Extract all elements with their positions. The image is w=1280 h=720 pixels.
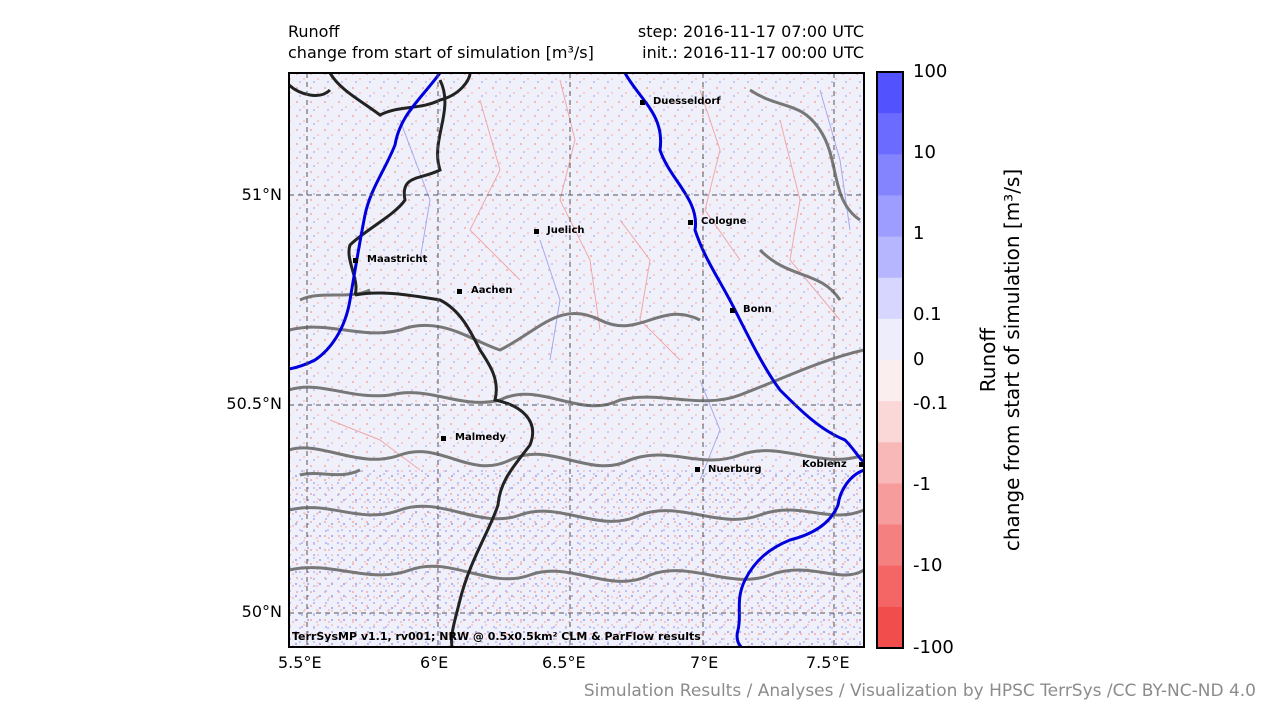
city-markers: [353, 100, 864, 472]
colorbar-block: [877, 195, 903, 238]
colorbar-frame: [876, 71, 904, 649]
colorbar-tick-0-1: 0.1: [913, 304, 942, 325]
colorbar-block: [877, 606, 903, 649]
colorbar-block: [877, 524, 903, 567]
lat-tick-51: 51°N: [241, 185, 282, 204]
city-marker-cologne: [688, 220, 693, 225]
map-frame: [288, 72, 865, 648]
colorbar-tick-neg-0-1: -0.1: [913, 393, 949, 414]
model-note: TerrSysMP v1.1, rv001; NRW @ 0.5x0.5km² …: [292, 630, 701, 643]
colorbar-block: [877, 236, 903, 279]
step-time: step: 2016-11-17 07:00 UTC: [637, 22, 864, 41]
lon-tick-7-5: 7.5°E: [806, 653, 850, 672]
lon-tick-7: 7°E: [690, 653, 719, 672]
runoff-field-south: [289, 470, 864, 647]
lon-tick-6: 6°E: [420, 653, 449, 672]
lon-tick-6-5: 6.5°E: [542, 653, 586, 672]
colorbar-block: [877, 113, 903, 155]
city-label-cologne: Cologne: [701, 216, 747, 227]
city-label-koblenz: Koblenz: [802, 459, 847, 470]
colorbar-tick-0: 0: [913, 349, 925, 370]
lat-tick-50-5: 50.5°N: [226, 394, 282, 413]
colorbar-tick-neg-100: -100: [913, 637, 954, 658]
lat-tick-50: 50°N: [241, 602, 282, 621]
city-label-juelich: Juelich: [547, 225, 585, 236]
map-subtitle: change from start of simulation [m³/s]: [288, 43, 594, 62]
city-marker-malmedy: [441, 436, 446, 441]
colorbar-block: [877, 154, 903, 196]
colorbar-block: [877, 442, 903, 484]
colorbar-block: [877, 483, 903, 526]
city-label-aachen: Aachen: [471, 285, 513, 296]
colorbar-block: [877, 360, 903, 402]
colorbar-tick-10: 10: [913, 142, 936, 163]
colorbar-tick-neg-1: -1: [913, 474, 931, 495]
colorbar-tick-1: 1: [913, 223, 925, 244]
map-area: [289, 73, 864, 647]
country-borders: [289, 73, 534, 647]
city-marker-maastricht: [353, 258, 358, 263]
colorbar-tick-100: 100: [913, 61, 948, 82]
gridlines: [289, 73, 864, 647]
map-title: Runoff: [288, 22, 340, 41]
city-label-bonn: Bonn: [743, 304, 772, 315]
colorbar-block: [877, 277, 903, 320]
lon-tick-5-5: 5.5°E: [278, 653, 322, 672]
city-marker-nuerburg: [695, 467, 700, 472]
colorbar: [876, 71, 904, 649]
colorbar-label-line1: Runoff: [976, 327, 1000, 393]
init-time: init.: 2016-11-17 00:00 UTC: [642, 43, 864, 62]
colorbar-label: Runoff change from start of simulation […: [976, 169, 1024, 551]
colorbar-tick-neg-10: -10: [913, 555, 943, 576]
city-label-nuerburg: Nuerburg: [708, 464, 762, 475]
colorbar-block: [877, 401, 903, 443]
city-label-malmedy: Malmedy: [455, 432, 507, 443]
city-marker-bonn: [730, 308, 735, 313]
city-marker-duesseldorf: [640, 100, 645, 105]
colorbar-block: [877, 318, 903, 361]
city-label-maastricht: Maastricht: [367, 254, 428, 265]
city-marker-aachen: [457, 289, 462, 294]
city-label-duesseldorf: Duesseldorf: [653, 96, 721, 107]
city-marker-koblenz: [859, 462, 864, 467]
colorbar-label-line2: change from start of simulation [m³/s]: [1000, 168, 1024, 552]
credit-footer: Simulation Results / Analyses / Visualiz…: [583, 681, 1256, 701]
city-marker-juelich: [534, 229, 539, 234]
colorbar-block: [877, 565, 903, 608]
colorbar-block: [877, 72, 903, 114]
